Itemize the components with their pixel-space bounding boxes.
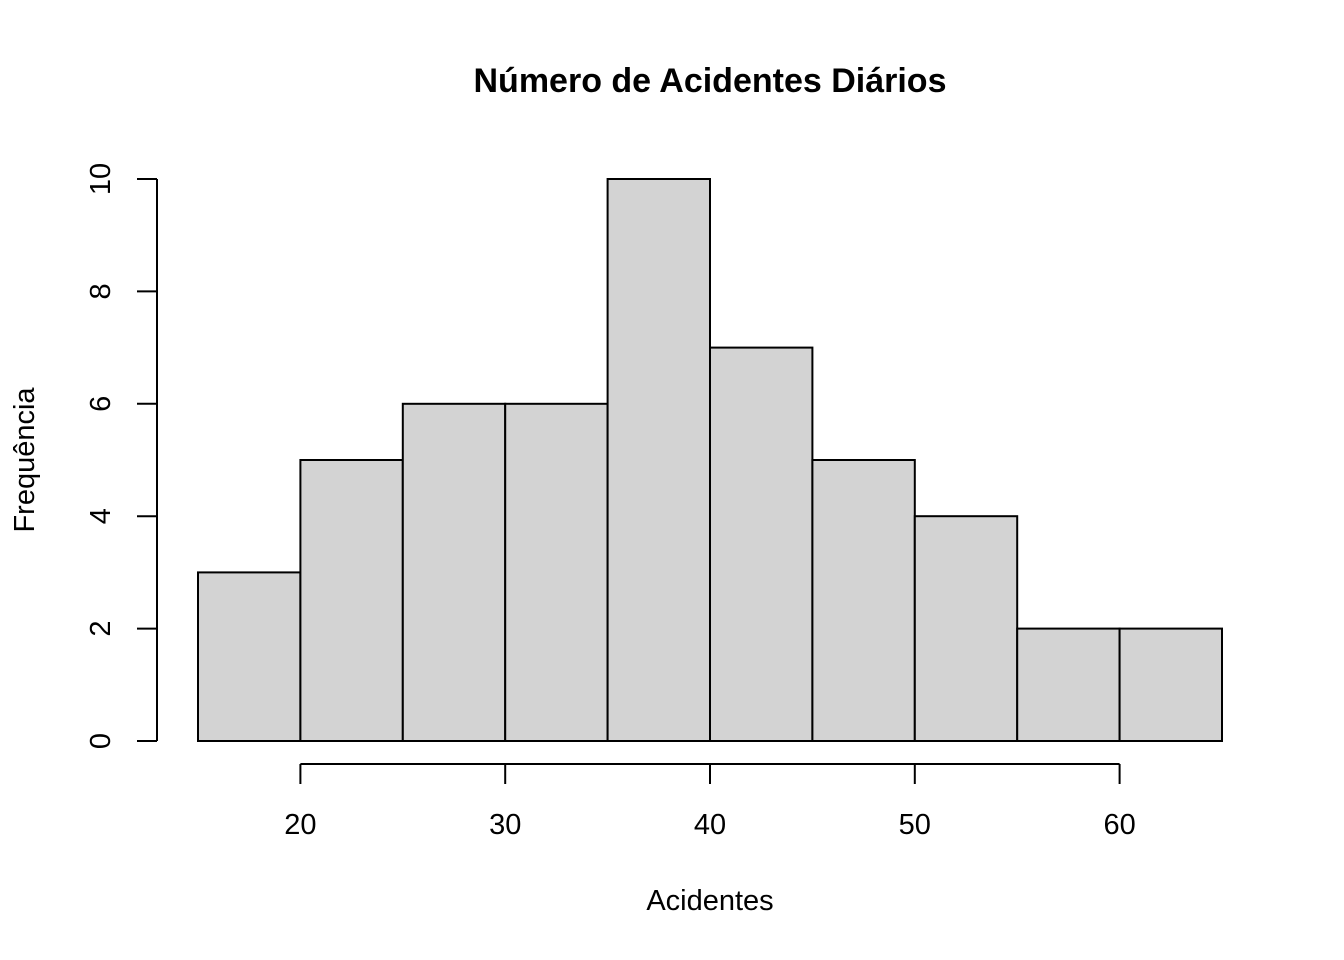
histogram-bar-3 <box>504 402 609 742</box>
x-axis-label: Acidentes <box>646 885 773 917</box>
y-tick-label-0: 0 <box>85 733 117 749</box>
histogram-bar-9 <box>1118 627 1223 742</box>
y-tick-label-1: 2 <box>85 621 117 637</box>
histogram-bar-0 <box>197 571 302 743</box>
y-tick-label-3: 6 <box>85 396 117 412</box>
y-axis: 0 2 4 6 8 10 <box>85 163 158 749</box>
histogram-bar-1 <box>299 459 404 742</box>
chart-title: Número de Acidentes Diários <box>474 62 947 100</box>
y-tick-label-4: 8 <box>85 283 117 299</box>
x-tick-label-2: 40 <box>694 809 726 841</box>
y-tick-label-2: 4 <box>85 508 117 524</box>
histogram-bar-4 <box>606 178 711 742</box>
bars-group <box>197 178 1223 743</box>
x-axis: 20 30 40 50 60 <box>284 763 1136 841</box>
y-axis-label: Frequência <box>9 387 41 533</box>
histogram-bar-2 <box>401 402 507 742</box>
histogram-bar-6 <box>811 459 916 742</box>
x-tick-label-3: 50 <box>899 809 931 841</box>
histogram-bar-7 <box>913 515 1019 743</box>
x-tick-label-4: 60 <box>1103 809 1135 841</box>
x-tick-label-1: 30 <box>489 809 521 841</box>
histogram-bar-8 <box>1016 627 1121 742</box>
y-tick-label-5: 10 <box>85 163 117 195</box>
x-tick-label-0: 20 <box>284 809 316 841</box>
histogram-bar-5 <box>709 346 814 742</box>
